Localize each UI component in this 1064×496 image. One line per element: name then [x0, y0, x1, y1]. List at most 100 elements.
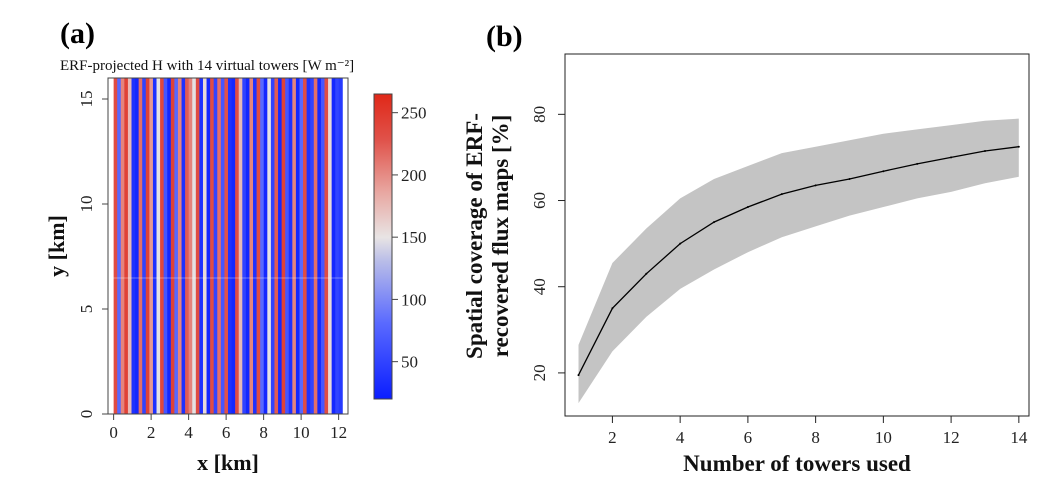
mean-coverage-point: [645, 272, 648, 275]
colorbar-tick-label: 200: [401, 166, 427, 185]
heatmap-stripe: [260, 78, 265, 414]
plot-x-tick-label: 14: [1010, 428, 1028, 447]
heatmap-stripe: [288, 78, 293, 414]
map-x-tick-label: 2: [147, 423, 156, 442]
heatmap-stripe: [281, 78, 286, 414]
mean-coverage-point: [780, 193, 783, 196]
heatmap-stripe: [320, 78, 325, 414]
heatmap-stripe: [270, 78, 275, 414]
map-x-tick-label: 12: [330, 423, 347, 442]
mean-coverage-point: [577, 374, 580, 377]
heatmap-stripe: [142, 78, 147, 414]
heatmap-stripe: [217, 78, 222, 414]
colorbar: [373, 93, 393, 400]
plot-y-label-line-2: recovered flux maps [%]: [488, 115, 513, 358]
heatmap-stripe: [192, 78, 197, 414]
confidence-band: [578, 118, 1019, 404]
heatmap-stripe: [181, 78, 186, 414]
panel-b: (b) 2 4 6 8 10 12 14 20 40 60 80 Number of towers…: [462, 20, 1030, 476]
heatmap-stripe: [188, 78, 193, 414]
heatmap-stripe: [317, 78, 322, 414]
heatmap-stripe: [267, 78, 272, 414]
heatmap-stripe: [177, 78, 182, 414]
plot-y-tick-label: 40: [530, 278, 549, 295]
heatmap-stripe: [299, 78, 304, 414]
heatmap-stripes: [113, 78, 343, 414]
heatmap-stripe: [202, 78, 207, 414]
panel-a: (a) ERF-projected H with 14 virtual towe…: [44, 17, 427, 475]
heatmap-stripe: [231, 78, 236, 414]
plot-y-axis: 20 40 60 80: [530, 106, 565, 381]
heatmap-stripe: [220, 78, 225, 414]
heatmap-stripe: [160, 78, 165, 414]
heatmap-stripe: [167, 78, 172, 414]
mean-coverage-point: [916, 162, 919, 165]
heatmap-stripe: [138, 78, 143, 414]
heatmap-stripe: [195, 78, 200, 414]
mean-coverage-point: [984, 150, 986, 152]
plot-x-tick-label: 12: [943, 428, 960, 447]
colorbar-tick-label: 100: [401, 290, 427, 309]
plot-y-tick-label: 80: [530, 106, 549, 123]
heatmap-stripe: [135, 78, 140, 414]
map-x-label: x [km]: [197, 450, 259, 475]
heatmap-stripe: [242, 78, 247, 414]
heatmap-stripe: [256, 78, 261, 414]
heatmap-stripe: [117, 78, 122, 414]
plot-x-tick-label: 4: [676, 428, 685, 447]
heatmap-stripe: [310, 78, 315, 414]
heatmap-stripe: [163, 78, 168, 414]
heatmap-stripe: [199, 78, 204, 414]
heatmap-stripe: [235, 78, 240, 414]
heatmap-stripe: [278, 78, 283, 414]
heatmap-stripe: [313, 78, 318, 414]
heatmap-stripe: [245, 78, 250, 414]
heatmap-stripe: [274, 78, 279, 414]
mean-coverage-point: [679, 242, 682, 245]
heatmap-stripe: [149, 78, 154, 414]
mean-coverage-point: [713, 221, 715, 224]
mean-coverage-point: [611, 307, 614, 310]
map-y-tick-label: 0: [77, 410, 96, 419]
heatmap-stripe: [324, 78, 329, 414]
plot-y-label: Spatial coverage of ERF- recovered flux …: [462, 113, 513, 359]
colorbar-axis: 50 100 150 200 250: [392, 104, 427, 372]
heatmap-stripe: [156, 78, 161, 414]
heatmap-stripe: [120, 78, 125, 414]
heatmap-stripe: [145, 78, 150, 414]
mean-coverage-line: [577, 146, 1019, 376]
map-y-tick-label: 15: [77, 91, 96, 108]
panel-b-label: (b): [486, 20, 523, 53]
heatmap-stripe: [338, 78, 343, 414]
heatmap-stripe: [224, 78, 229, 414]
map-frame: [107, 77, 349, 415]
heatmap-stripe: [295, 78, 300, 414]
heatmap-stripe: [328, 78, 333, 414]
heatmap-stripe: [331, 78, 336, 414]
colorbar-tick-label: 50: [401, 353, 418, 372]
mean-coverage-point: [746, 206, 749, 208]
plot-x-tick-label: 2: [608, 428, 617, 447]
mean-coverage-point: [950, 156, 953, 159]
heatmap-stripe: [206, 78, 211, 414]
heatmap-stripe: [303, 78, 308, 414]
heatmap-stripe: [249, 78, 254, 414]
plot-x-label: Number of towers used: [683, 451, 911, 476]
map-title: ERF-projected H with 14 virtual towers […: [60, 58, 354, 74]
panel-a-label: (a): [60, 17, 95, 50]
plot-x-axis: 2 4 6 8 10 12 14: [608, 416, 1028, 447]
heatmap-stripe: [292, 78, 297, 414]
heatmap-stripe: [285, 78, 290, 414]
plot-x-tick-label: 6: [744, 428, 753, 447]
map-x-axis: 0 2 4 6 8 10 12: [109, 414, 347, 442]
mean-coverage-points: [577, 145, 1020, 377]
heatmap-stripe: [174, 78, 179, 414]
map-y-label: y [km]: [44, 215, 69, 277]
plot-y-tick-label: 20: [530, 364, 549, 381]
colorbar-tick-label: 150: [401, 228, 427, 247]
heatmap-stripe: [113, 78, 118, 414]
colorbar-tick-label: 250: [401, 104, 427, 123]
heatmap-stripe: [253, 78, 257, 414]
heatmap-stripe: [131, 78, 136, 414]
